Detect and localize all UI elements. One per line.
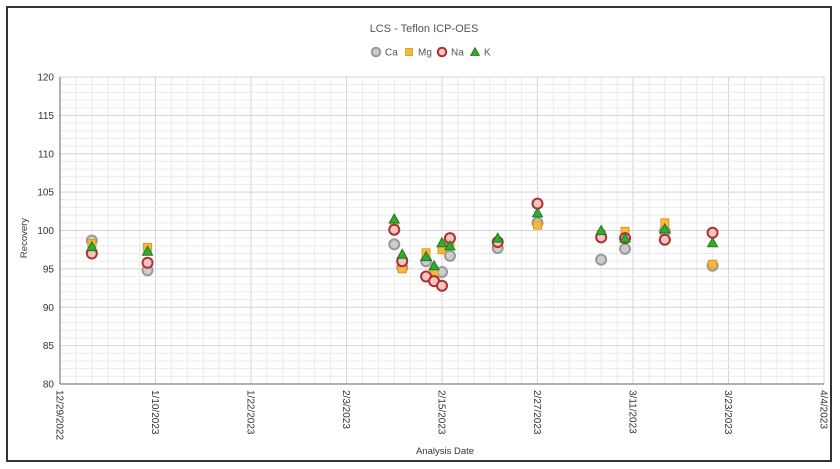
data-point-mg [708,259,718,269]
data-point-k [595,224,608,235]
data-point-ca [619,242,632,255]
data-point-na [141,256,154,269]
data-point-k [619,232,631,243]
data-point-k [141,245,154,256]
y-tick-label: 115 [38,111,54,122]
data-point-k [428,259,440,271]
legend-symbol-na [436,46,448,58]
data-point-ca [595,253,608,266]
data-point-na [388,223,401,236]
legend-symbol-k [469,46,481,56]
x-tick-label: 1/10/2023 [149,390,160,435]
data-point-k [420,250,432,262]
chart-frame: LCS - Teflon ICP-OES Ca Mg Na K Recovery An… [6,6,832,462]
data-point-k [85,240,98,252]
y-tick-label: 95 [43,264,55,275]
data-point-ca [388,238,401,251]
y-tick-label: 120 [37,73,54,84]
legend-label-mg: Mg [418,48,432,59]
data-point-k [444,239,456,251]
legend-symbol-mg [405,48,413,56]
legend-label-na: Na [451,48,464,59]
x-tick-label: 1/22/2023 [245,390,256,435]
x-tick-label: 2/15/2023 [436,390,447,435]
y-tick-label: 105 [37,188,54,199]
y-tick-label: 80 [43,380,55,391]
axes [59,77,824,385]
data-point-k [706,236,719,248]
data-point-mg [533,220,542,230]
data-point-ca [443,249,456,262]
y-tick-label: 110 [38,149,54,160]
data-point-k [396,248,409,259]
x-tick-labels: 12/29/2022 1/10/2023 1/22/2023 2/3/2023 2/15… [54,390,829,440]
legend-label-ca: Ca [385,48,398,59]
legend: Ca Mg Na K [370,46,491,59]
data-point-k [388,212,401,224]
data-point-na [706,226,719,239]
y-tick-label: 100 [37,226,54,237]
x-tick-label: 2/3/2023 [340,390,351,429]
y-tick-label: 90 [43,303,55,314]
data-point-na [658,233,671,246]
x-tick-label: 3/11/2023 [627,390,638,434]
data-point-na [436,279,448,292]
scatter-chart: LCS - Teflon ICP-OES Ca Mg Na K Recovery An… [19,23,829,457]
data-points [85,197,719,292]
data-point-k [436,236,448,248]
x-tick-label: 3/23/2023 [722,390,733,435]
x-axis-label: Analysis Date [416,446,474,457]
data-point-k [531,206,544,218]
y-tick-labels: 80 85 90 95 100 105 110 115 120 [37,73,54,391]
x-tick-label: 2/27/2023 [531,390,542,435]
x-tick-label: 4/4/2023 [818,390,829,429]
data-point-k [491,232,504,243]
y-tick-label: 85 [43,341,55,352]
legend-symbol-ca [370,46,382,58]
data-point-k [658,222,671,234]
chart-title: LCS - Teflon ICP-OES [370,23,479,35]
y-axis-label: Recovery [19,218,30,258]
legend-label-k: K [484,48,491,59]
grid [59,76,825,385]
x-tick-label: 12/29/2022 [54,390,65,440]
